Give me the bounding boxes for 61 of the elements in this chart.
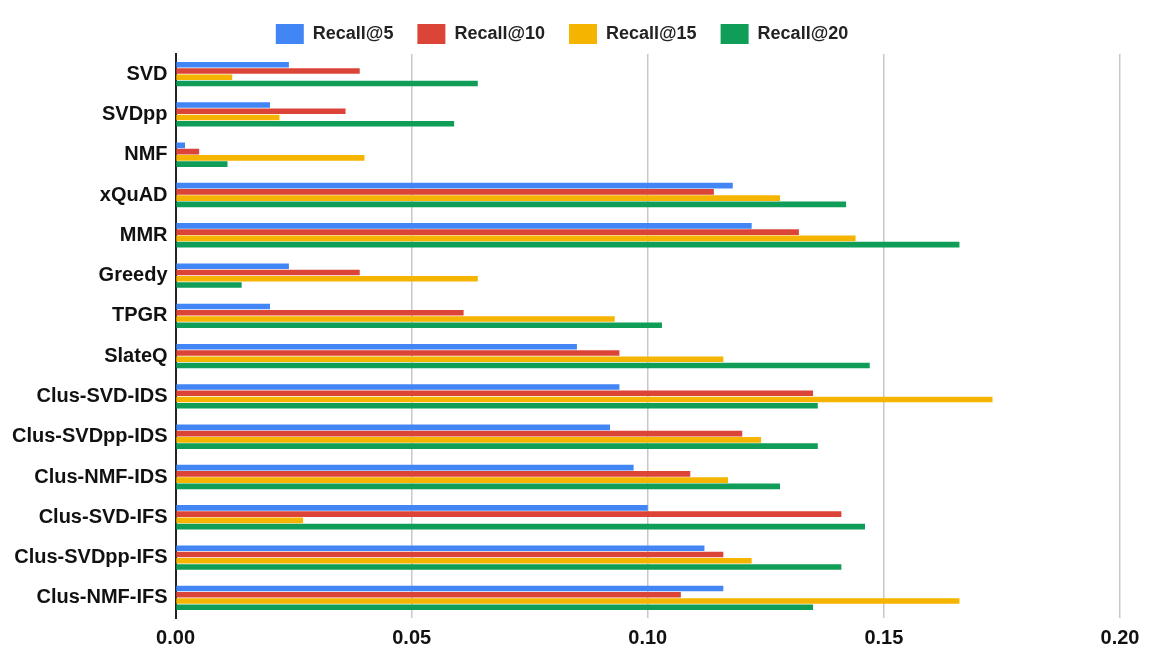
bar [176, 282, 242, 288]
y-tick-label: Clus-NMF-IDS [34, 464, 168, 487]
y-tick-label: TPGR [111, 303, 169, 326]
bar [176, 148, 200, 155]
legend-label: Recall@20 [757, 22, 849, 43]
bar [176, 350, 620, 356]
y-tick-label: MMR [119, 222, 169, 245]
bar [176, 108, 346, 115]
x-tick-label: 0.20 [1100, 625, 1140, 648]
bar [176, 591, 681, 598]
bar [176, 68, 360, 74]
y-tick-label: SVDpp [101, 101, 168, 124]
x-tick-label: 0.15 [864, 625, 904, 648]
bar [176, 402, 818, 409]
bar [176, 61, 289, 68]
x-tick-label: 0.10 [628, 625, 668, 648]
bar [176, 356, 724, 363]
bar [176, 437, 762, 443]
y-tick-label: Clus-NMF-IFS [36, 585, 168, 608]
y-tick-label: SVD [126, 61, 168, 84]
bar [176, 142, 185, 149]
bar [176, 384, 620, 390]
bar [176, 477, 729, 483]
bar [176, 316, 615, 322]
bar [176, 223, 752, 229]
bar [176, 309, 464, 316]
x-tick-label: 0.05 [392, 625, 432, 648]
bar [176, 545, 705, 552]
bar [176, 598, 960, 604]
bar [176, 102, 270, 108]
bar [176, 229, 799, 235]
y-tick-label: Greedy [98, 263, 169, 286]
bar [176, 263, 289, 270]
legend-label: Recall@10 [454, 22, 545, 43]
legend-label: Recall@5 [312, 22, 394, 43]
y-tick-label: SlateQ [104, 343, 168, 366]
y-tick-label: xQuAD [99, 182, 168, 205]
bar [176, 604, 814, 611]
bar [176, 155, 365, 161]
bar [176, 161, 228, 167]
bar [176, 120, 455, 127]
y-tick-label: Clus-SVDpp-IDS [11, 424, 168, 447]
bar [176, 343, 577, 350]
bar [176, 511, 842, 517]
bar [176, 564, 842, 570]
x-tick-label: 0.00 [156, 625, 196, 648]
bar [176, 275, 478, 282]
y-tick-label: Clus-SVD-IDS [36, 383, 168, 406]
bar [176, 74, 233, 81]
bar [176, 195, 780, 201]
bar [176, 189, 714, 195]
y-tick-label: NMF [124, 142, 168, 165]
bar [176, 390, 814, 397]
bar [176, 443, 818, 449]
bar [176, 557, 752, 564]
bar [176, 471, 691, 477]
y-tick-label: Clus-SVDpp-IFS [14, 545, 168, 568]
legend-label: Recall@15 [605, 22, 697, 43]
bar [176, 322, 662, 329]
y-tick-label: Clus-SVD-IFS [38, 504, 168, 527]
bar [176, 505, 648, 511]
